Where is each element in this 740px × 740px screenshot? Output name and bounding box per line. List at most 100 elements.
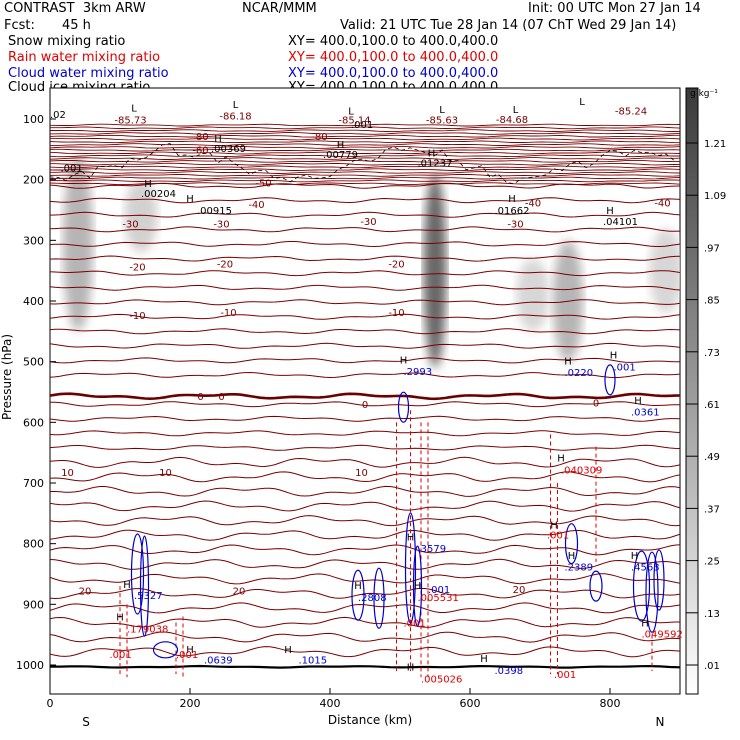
- field-cloud-water-xy: XY= 400.0,100.0 to 400.0,400.0: [288, 66, 499, 81]
- maximum-marker: H: [186, 194, 194, 205]
- contour-label: 0: [593, 398, 599, 409]
- colorbar-label: .13: [704, 609, 720, 620]
- temperature-contour-line: [50, 544, 680, 556]
- maximum-value-label: .049592: [642, 629, 683, 640]
- x-end-left: S: [82, 715, 90, 729]
- colorbar-label: .97: [704, 243, 720, 254]
- temperature-contour-line: [50, 226, 680, 233]
- maximum-value-label: .01237: [418, 159, 453, 170]
- x-tick-label: 400: [320, 697, 341, 710]
- maximum-value-label: .04101: [603, 217, 638, 228]
- colorbar-label: .85: [704, 296, 720, 307]
- colorbar-unit: g kg⁻¹: [690, 89, 718, 99]
- temperature-contour-line: [50, 165, 680, 169]
- y-tick-label: 500: [23, 356, 44, 369]
- colorbar-label: .25: [704, 557, 720, 568]
- temperature-contour-line: [50, 132, 680, 135]
- minimum-marker: L: [233, 100, 239, 111]
- contour-label: -10: [220, 308, 236, 319]
- maximum-value-label: .0220: [565, 368, 594, 379]
- contour-label: -10: [388, 308, 404, 319]
- maximum-value-label: .005026: [421, 674, 462, 685]
- temperature-contour-line: [50, 171, 680, 174]
- temperature-contour-line: [50, 157, 680, 160]
- temperature-contour-line: [50, 270, 680, 277]
- temperature-contour-line: [50, 197, 680, 204]
- temperature-contour-line: [50, 646, 680, 658]
- maximum-marker: H: [634, 396, 642, 407]
- field-cloud-water-name: Cloud water mixing ratio: [8, 66, 169, 81]
- x-tick-label: 800: [600, 697, 621, 710]
- y-tick-label: 900: [23, 598, 44, 611]
- contour-label: -20: [388, 259, 404, 270]
- temperature-contour-line: [50, 211, 680, 218]
- temperature-contour-line: [50, 241, 680, 248]
- temperature-contour-line: [50, 357, 680, 364]
- maximum-value-label: .00915: [197, 206, 232, 217]
- maximum-marker: H: [214, 134, 222, 145]
- fcst-value: 45 h: [62, 18, 91, 33]
- maximum-marker: H: [606, 206, 614, 217]
- colorbar-scale: [685, 87, 699, 695]
- y-tick-label: 400: [23, 295, 44, 308]
- minimum-marker: L: [439, 105, 445, 116]
- maximum-value-label: .3579: [418, 544, 447, 555]
- temperature-contour-line: [50, 602, 680, 614]
- contour-label: -30: [122, 219, 138, 230]
- x-tick-label: 600: [460, 697, 481, 710]
- maximum-value-label: .179038: [127, 625, 168, 636]
- shading-plume: [516, 258, 550, 332]
- maximum-marker: H: [428, 149, 436, 160]
- maximum-value-label: .5327: [134, 591, 163, 602]
- contour-label: 10: [355, 468, 368, 479]
- y-axis-label: Pressure (hPa): [0, 334, 14, 420]
- maximum-value-label: .001: [351, 120, 373, 131]
- temperature-contour-line: [50, 456, 680, 468]
- shading-plume: [423, 173, 447, 368]
- contour-label: 20: [233, 586, 246, 597]
- maximum-marker: H: [407, 533, 415, 544]
- contour-label: -30: [507, 219, 523, 230]
- cloud-water-contour: [589, 570, 603, 602]
- temperature-contour-line: [50, 328, 680, 335]
- contour-label: 0: [362, 400, 368, 411]
- temperature-contour-line: [50, 123, 680, 127]
- contour-label: -50: [255, 179, 271, 190]
- temperature-contour-line: [50, 342, 680, 349]
- cloud-ice-contour: [50, 143, 675, 185]
- title-left: CONTRAST 3km ARW: [4, 1, 146, 16]
- colorbar-label: .61: [704, 400, 720, 411]
- shading-plume: [62, 155, 94, 332]
- x-tick-label: 200: [180, 697, 201, 710]
- contour-label: 10: [159, 468, 172, 479]
- y-tick-label: 300: [23, 234, 44, 247]
- x-axis-label: Distance (km): [328, 713, 412, 727]
- maximum-marker: H: [568, 551, 576, 562]
- temperature-contour-line: [50, 631, 680, 643]
- maximum-marker: H: [610, 351, 618, 362]
- temperature-contour-line: [50, 159, 680, 163]
- maximum-value-label: .005531: [418, 593, 459, 604]
- temperature-contour-line: [50, 168, 680, 172]
- maximum-value-label: .02: [50, 110, 66, 121]
- y-tick-label: 200: [23, 174, 44, 187]
- temperature-contour-line: [50, 587, 680, 600]
- cloud-water-contour: [130, 533, 145, 615]
- maximum-value-label: .001: [547, 531, 569, 542]
- minimum-marker: L: [579, 97, 585, 108]
- surface-line: [50, 664, 680, 669]
- temperature-contour-line: [50, 137, 680, 141]
- temperature-contour-line: [50, 444, 680, 451]
- cloud-water-contour: [351, 569, 365, 621]
- cloud-water-contour: [397, 391, 410, 423]
- temperature-contour-line: [50, 471, 680, 483]
- init-time: Init: 00 UTC Mon 27 Jan 14: [528, 1, 701, 16]
- maximum-marker: H: [186, 645, 194, 656]
- field-rain-name: Rain water mixing ratio: [8, 50, 161, 65]
- temperature-contour-line: [50, 143, 680, 146]
- temperature-contour-line: [50, 371, 680, 379]
- contour-label: -30: [213, 219, 229, 230]
- y-tick-label: 800: [23, 538, 44, 551]
